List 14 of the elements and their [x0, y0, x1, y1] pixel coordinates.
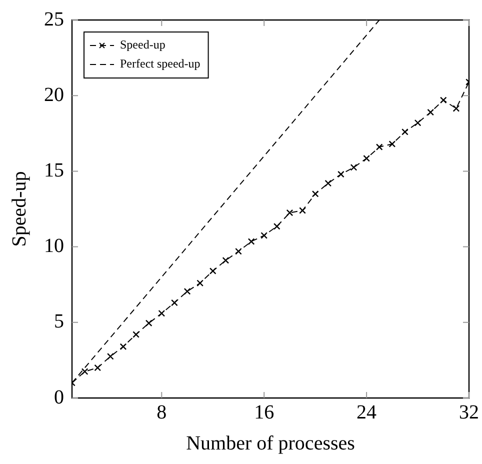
x-tick-label: 32 [459, 401, 479, 424]
y-tick-label: 20 [44, 84, 64, 106]
x-axis-title: Number of processes [186, 432, 356, 454]
x-tick-label: 16 [254, 401, 274, 424]
legend-label: Speed-up [120, 38, 166, 52]
x-tick-label: 8 [156, 401, 167, 424]
y-tick-label: 10 [44, 235, 64, 258]
y-tick-label: 15 [44, 159, 64, 182]
y-axis-title: Speed-up [8, 171, 30, 247]
y-tick-label: 5 [54, 310, 64, 333]
y-tick-label: 25 [44, 8, 64, 30]
x-tick-label: 24 [356, 401, 377, 424]
y-tick-label: 0 [54, 386, 64, 408]
legend-label: Perfect speed-up [120, 56, 200, 71]
